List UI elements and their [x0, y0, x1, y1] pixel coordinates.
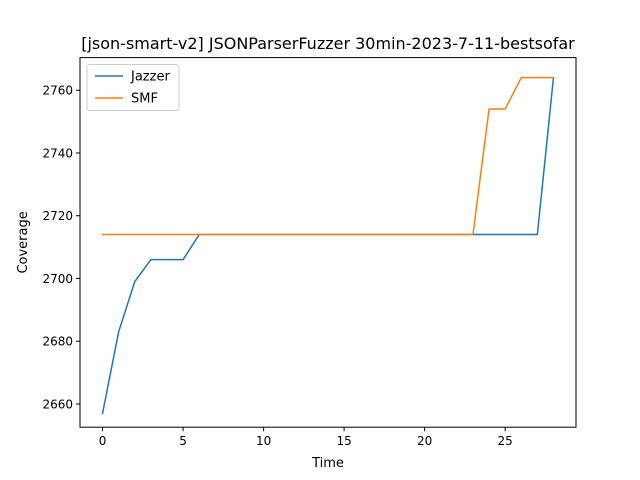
x-tick-label: 0	[99, 434, 107, 448]
y-axis-label: Coverage	[16, 211, 31, 273]
y-tick-label: 2660	[42, 397, 73, 411]
y-tick-label: 2760	[42, 84, 73, 98]
x-axis-label: Time	[311, 456, 344, 471]
y-tick-label: 2740	[42, 146, 73, 160]
legend: Jazzer SMF	[86, 64, 180, 111]
x-tick-label: 5	[179, 434, 187, 448]
x-tick-label: 25	[498, 434, 513, 448]
x-tick-label: 20	[417, 434, 432, 448]
legend-label-jazzer: Jazzer	[130, 70, 170, 85]
x-tick-label: 15	[336, 434, 351, 448]
legend-label-smf: SMF	[131, 92, 158, 107]
x-tick-label: 10	[256, 434, 271, 448]
y-tick-label: 2720	[42, 209, 73, 223]
y-tick-label: 2700	[42, 272, 73, 286]
plot-lines	[101, 76, 555, 415]
y-axis-ticks: 2660 2680 2700 2720 2740 2760	[42, 84, 80, 411]
x-axis-ticks: 0 5 10 15 20 25	[99, 427, 513, 448]
chart-title: [json-smart-v2] JSONParserFuzzer 30min-2…	[81, 34, 575, 53]
plot-area-frame	[79, 57, 577, 428]
series-line-smf	[101, 76, 555, 236]
y-tick-label: 2680	[42, 335, 73, 349]
